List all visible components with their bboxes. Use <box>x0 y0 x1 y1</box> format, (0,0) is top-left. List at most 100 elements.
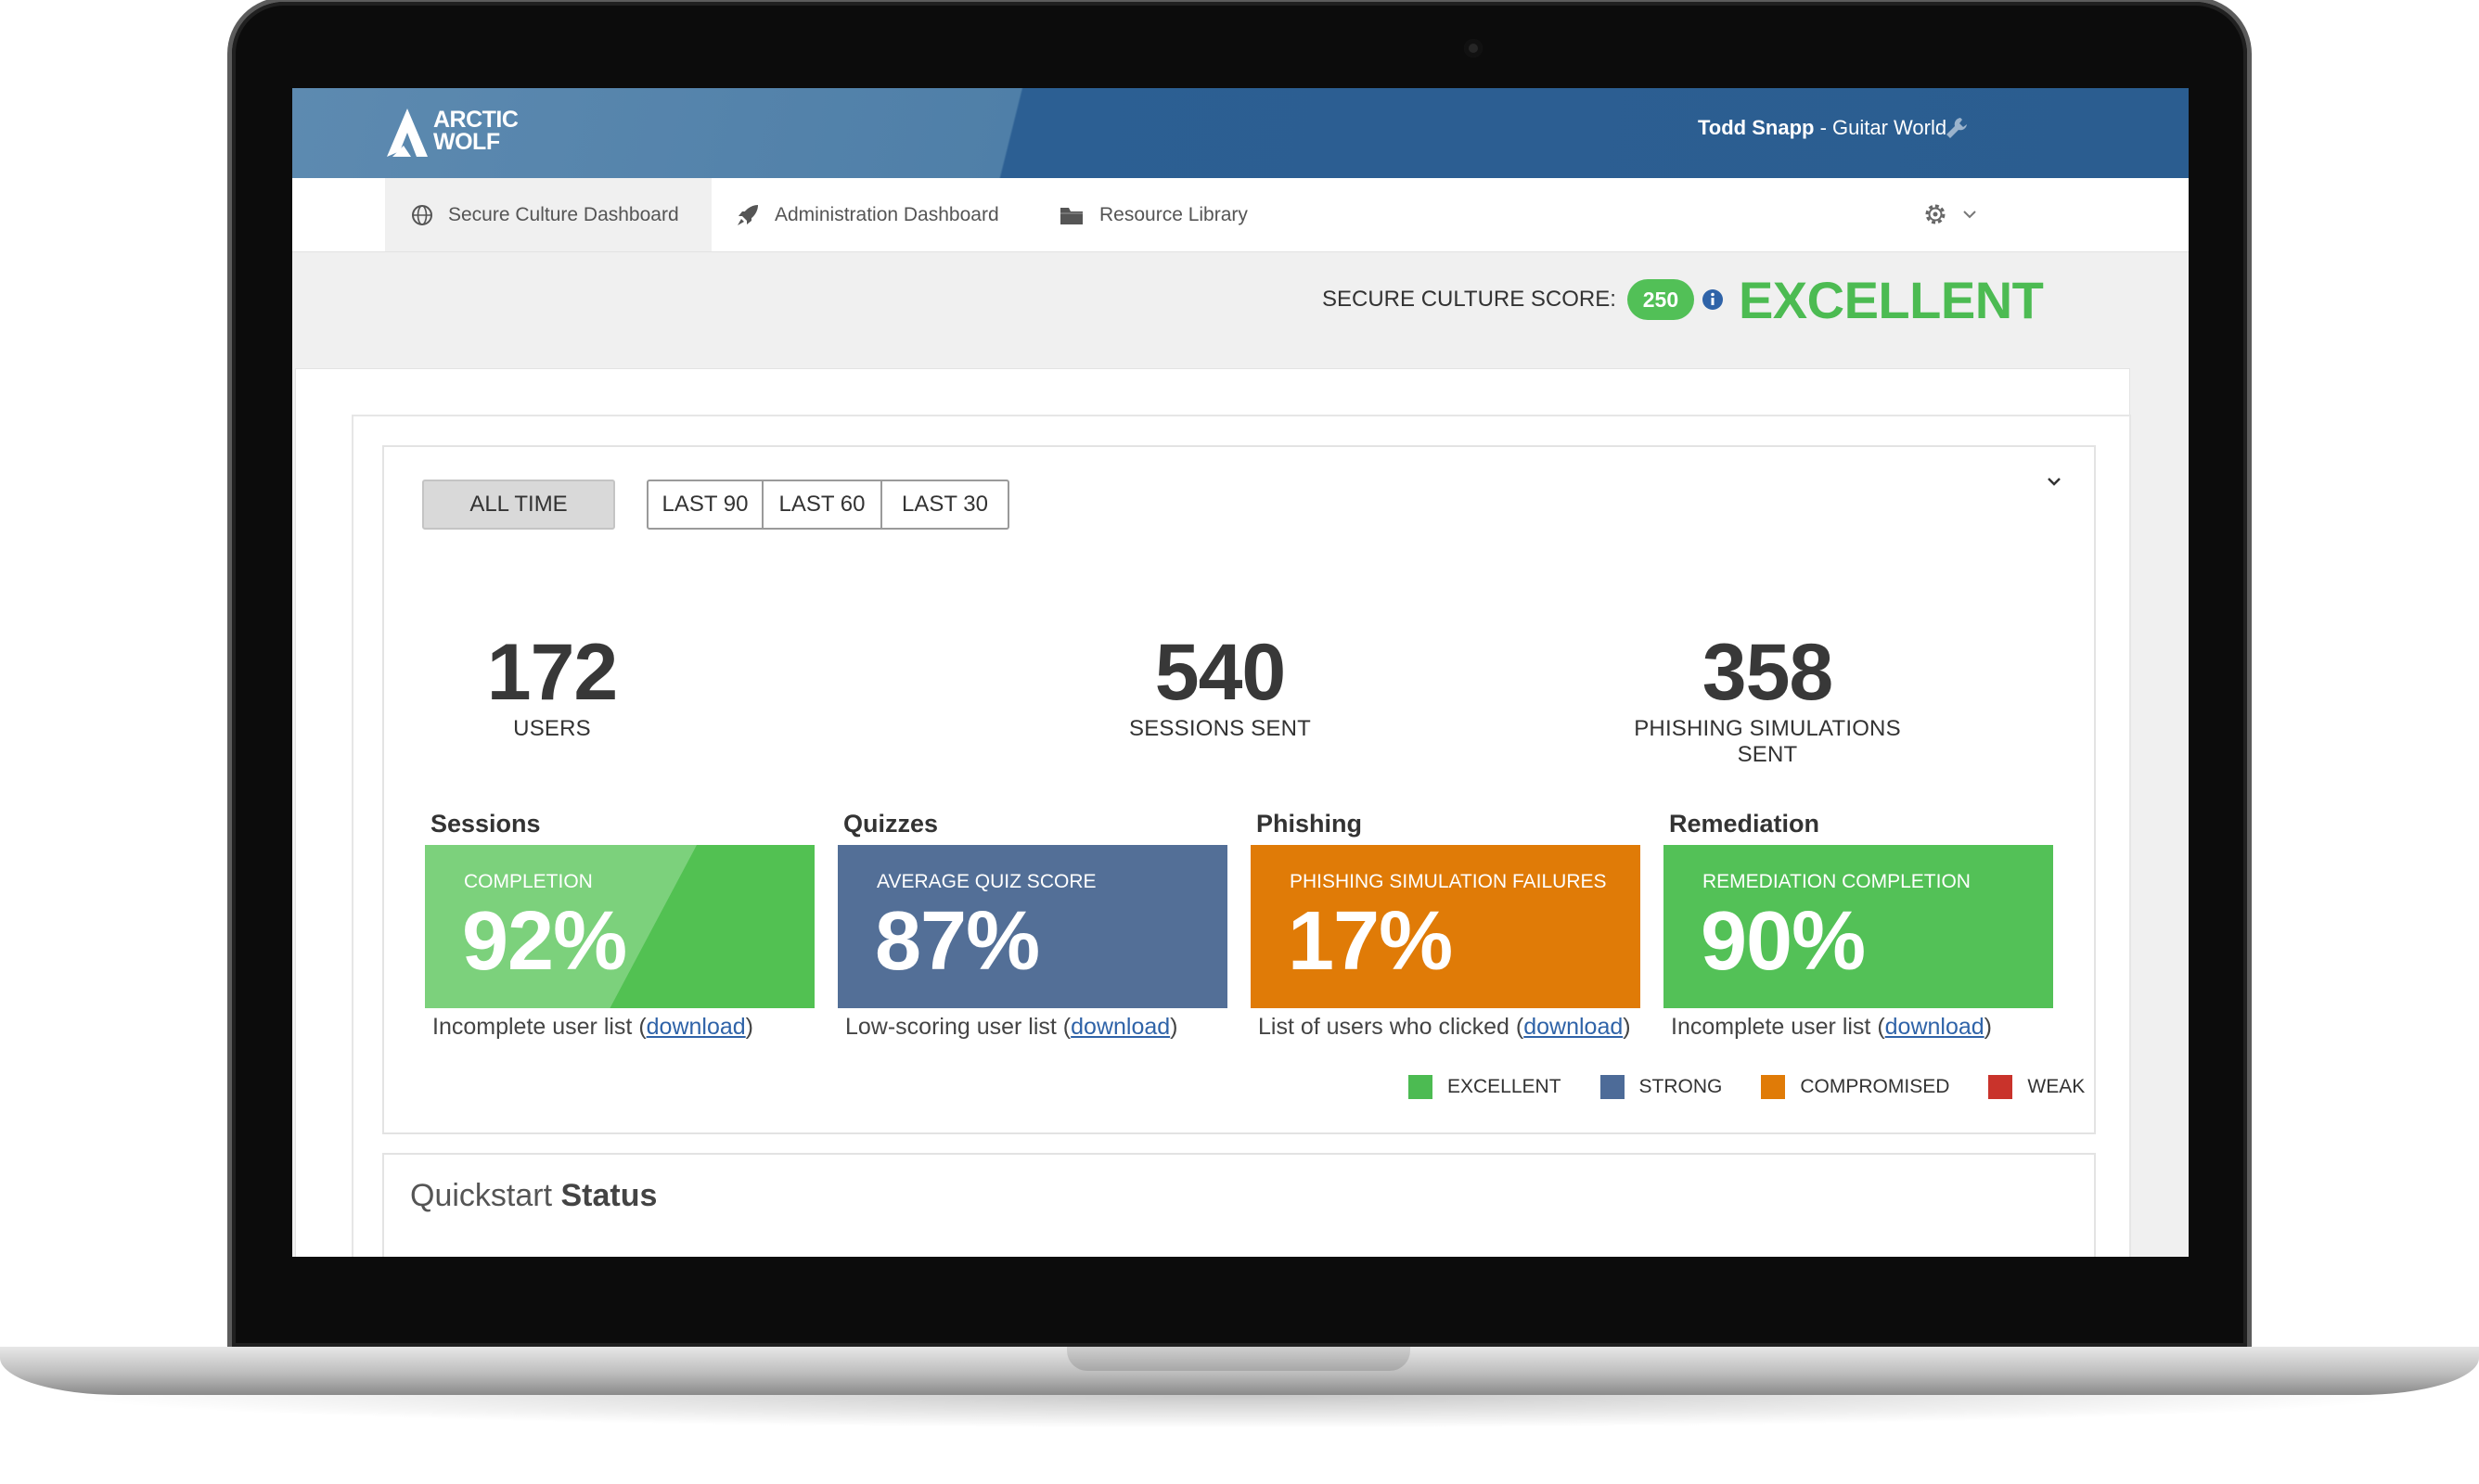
legend-label: EXCELLENT <box>1447 1076 1561 1097</box>
folder-icon <box>1060 207 1083 224</box>
filter-button-group: LAST 90 LAST 60 LAST 30 <box>647 480 1009 530</box>
download-link[interactable]: download <box>646 1014 746 1040</box>
settings-menu[interactable] <box>1921 200 1977 228</box>
metric-title: COMPLETION <box>464 871 593 892</box>
legend-swatch <box>1408 1075 1432 1099</box>
metric-footer: Incomplete user list (download) <box>432 1014 815 1041</box>
tab-label: Resource Library <box>1099 203 1248 225</box>
quickstart-title: Quickstart Status <box>410 1178 657 1214</box>
chevron-down-icon <box>1963 211 1976 219</box>
metric-sessions: Sessions COMPLETION 92% Incomplete user … <box>425 810 815 1041</box>
metric-title: PHISHING SIMULATION FAILURES <box>1290 871 1607 892</box>
metric-tile: AVERAGE QUIZ SCORE 87% <box>838 845 1227 1008</box>
stat-value: 540 <box>1154 628 1287 717</box>
user-info[interactable]: Todd Snapp - Guitar World <box>1698 116 1946 140</box>
chevron-down-icon[interactable] <box>2046 476 2062 487</box>
score-badge: 250 <box>1626 279 1694 320</box>
metric-remediation: Remediation REMEDIATION COMPLETION 90% I… <box>1663 810 2053 1041</box>
legend-label: COMPROMISED <box>1800 1076 1950 1097</box>
globe-icon <box>412 204 432 225</box>
stat-value: 358 <box>1702 628 1834 717</box>
metric-tile: PHISHING SIMULATION FAILURES 17% <box>1251 845 1640 1008</box>
legend-strong: STRONG <box>1599 1075 1723 1099</box>
metric-value: 92% <box>462 895 627 988</box>
footer-text: Incomplete user list ( <box>1671 1014 1885 1040</box>
metric-title: REMEDIATION COMPLETION <box>1702 871 1971 892</box>
nav-bar: Secure Culture Dashboard Administration … <box>292 178 2189 252</box>
metric-quizzes: Quizzes AVERAGE QUIZ SCORE 87% Low-scori… <box>838 810 1227 1041</box>
metric-value: 90% <box>1701 895 1866 988</box>
quickstart-title-light: Quickstart <box>410 1178 561 1213</box>
footer-text: Incomplete user list ( <box>432 1014 647 1040</box>
stat-sessions-sent: 540 SESSIONS SENT <box>1053 631 1387 742</box>
stat-label: PHISHING SIMULATIONS SENT <box>1634 716 1901 767</box>
gear-icon <box>1925 204 1946 224</box>
wrench-icon[interactable] <box>1944 115 1970 141</box>
download-link[interactable]: download <box>1884 1014 1984 1040</box>
legend-swatch <box>1761 1075 1786 1099</box>
logo-line-1: ARCTIC <box>433 107 519 133</box>
stat-phishing-sent: 358 PHISHING SIMULATIONS SENT <box>1610 631 1925 768</box>
user-org: - Guitar World <box>1814 116 1947 139</box>
stat-value: 172 <box>486 628 619 717</box>
laptop-shadow <box>56 1395 2423 1428</box>
download-link[interactable]: download <box>1523 1014 1624 1040</box>
legend-excellent: EXCELLENT <box>1408 1075 1561 1099</box>
app-screen: ARCTIC WOLF Todd Snapp - Guitar World Se… <box>292 88 2189 1257</box>
top-bar: ARCTIC WOLF Todd Snapp - Guitar World <box>292 88 2189 178</box>
metrics-panel <box>382 445 2096 1134</box>
legend-compromised: COMPROMISED <box>1761 1075 1949 1099</box>
metric-tile: REMEDIATION COMPLETION 90% <box>1663 845 2053 1008</box>
stat-users: 172 USERS <box>441 631 663 742</box>
metric-title: AVERAGE QUIZ SCORE <box>877 871 1097 892</box>
info-icon[interactable] <box>1702 288 1724 311</box>
score-label: SECURE CULTURE SCORE: <box>1322 287 1616 312</box>
metric-value: 17% <box>1288 895 1453 988</box>
filter-last-60-button[interactable]: LAST 60 <box>764 480 882 530</box>
footer-end: ) <box>1623 1014 1631 1040</box>
user-name: Todd Snapp <box>1698 116 1815 139</box>
filter-last-90-button[interactable]: LAST 90 <box>647 480 764 530</box>
footer-end: ) <box>1170 1014 1178 1040</box>
metric-category: Quizzes <box>843 810 939 838</box>
laptop-notch <box>1067 1347 1410 1371</box>
quickstart-title-bold: Status <box>560 1178 658 1213</box>
tab-secure-culture-dashboard[interactable]: Secure Culture Dashboard <box>385 178 712 251</box>
legend-weak: WEAK <box>1988 1075 2085 1099</box>
metric-value: 87% <box>875 895 1040 988</box>
tab-resource-library[interactable]: Resource Library <box>1059 178 1248 251</box>
metric-footer: Low-scoring user list (download) <box>845 1014 1227 1041</box>
wolf-logo-icon <box>387 109 428 157</box>
legend-swatch <box>1599 1075 1625 1099</box>
legend-label: WEAK <box>2027 1076 2086 1097</box>
secure-culture-score: SECURE CULTURE SCORE: 250 EXCELLENT <box>1322 271 2044 329</box>
legend: EXCELLENT STRONG COMPROMISED WEAK <box>1408 1075 2085 1099</box>
metric-tile: COMPLETION 92% <box>425 845 815 1008</box>
logo[interactable]: ARCTIC WOLF <box>383 105 541 160</box>
metric-phishing: Phishing PHISHING SIMULATION FAILURES 17… <box>1251 810 1640 1041</box>
logo-text: ARCTIC WOLF <box>433 107 519 155</box>
metric-category: Remediation <box>1669 810 1820 838</box>
footer-end: ) <box>745 1014 753 1040</box>
footer-text: List of users who clicked ( <box>1258 1014 1524 1040</box>
legend-swatch <box>1988 1075 2013 1099</box>
tab-label: Administration Dashboard <box>775 203 999 225</box>
tab-administration-dashboard[interactable]: Administration Dashboard <box>736 178 999 251</box>
metric-category: Sessions <box>430 810 541 838</box>
stat-label: SESSIONS SENT <box>1129 716 1311 741</box>
stat-label: USERS <box>513 716 591 741</box>
footer-end: ) <box>1984 1014 1992 1040</box>
score-level: EXCELLENT <box>1738 270 2044 329</box>
legend-label: STRONG <box>1638 1076 1723 1097</box>
quickstart-panel <box>382 1153 2096 1257</box>
camera-icon <box>1464 39 1483 58</box>
logo-line-2: WOLF <box>433 129 500 155</box>
download-link[interactable]: download <box>1071 1014 1171 1040</box>
metric-category: Phishing <box>1256 810 1362 838</box>
filter-all-time-button[interactable]: ALL TIME <box>422 480 615 530</box>
filter-last-30-button[interactable]: LAST 30 <box>882 480 1009 530</box>
metric-footer: List of users who clicked (download) <box>1258 1014 1640 1041</box>
metric-footer: Incomplete user list (download) <box>1671 1014 2053 1041</box>
tab-label: Secure Culture Dashboard <box>448 203 679 225</box>
footer-text: Low-scoring user list ( <box>845 1014 1072 1040</box>
